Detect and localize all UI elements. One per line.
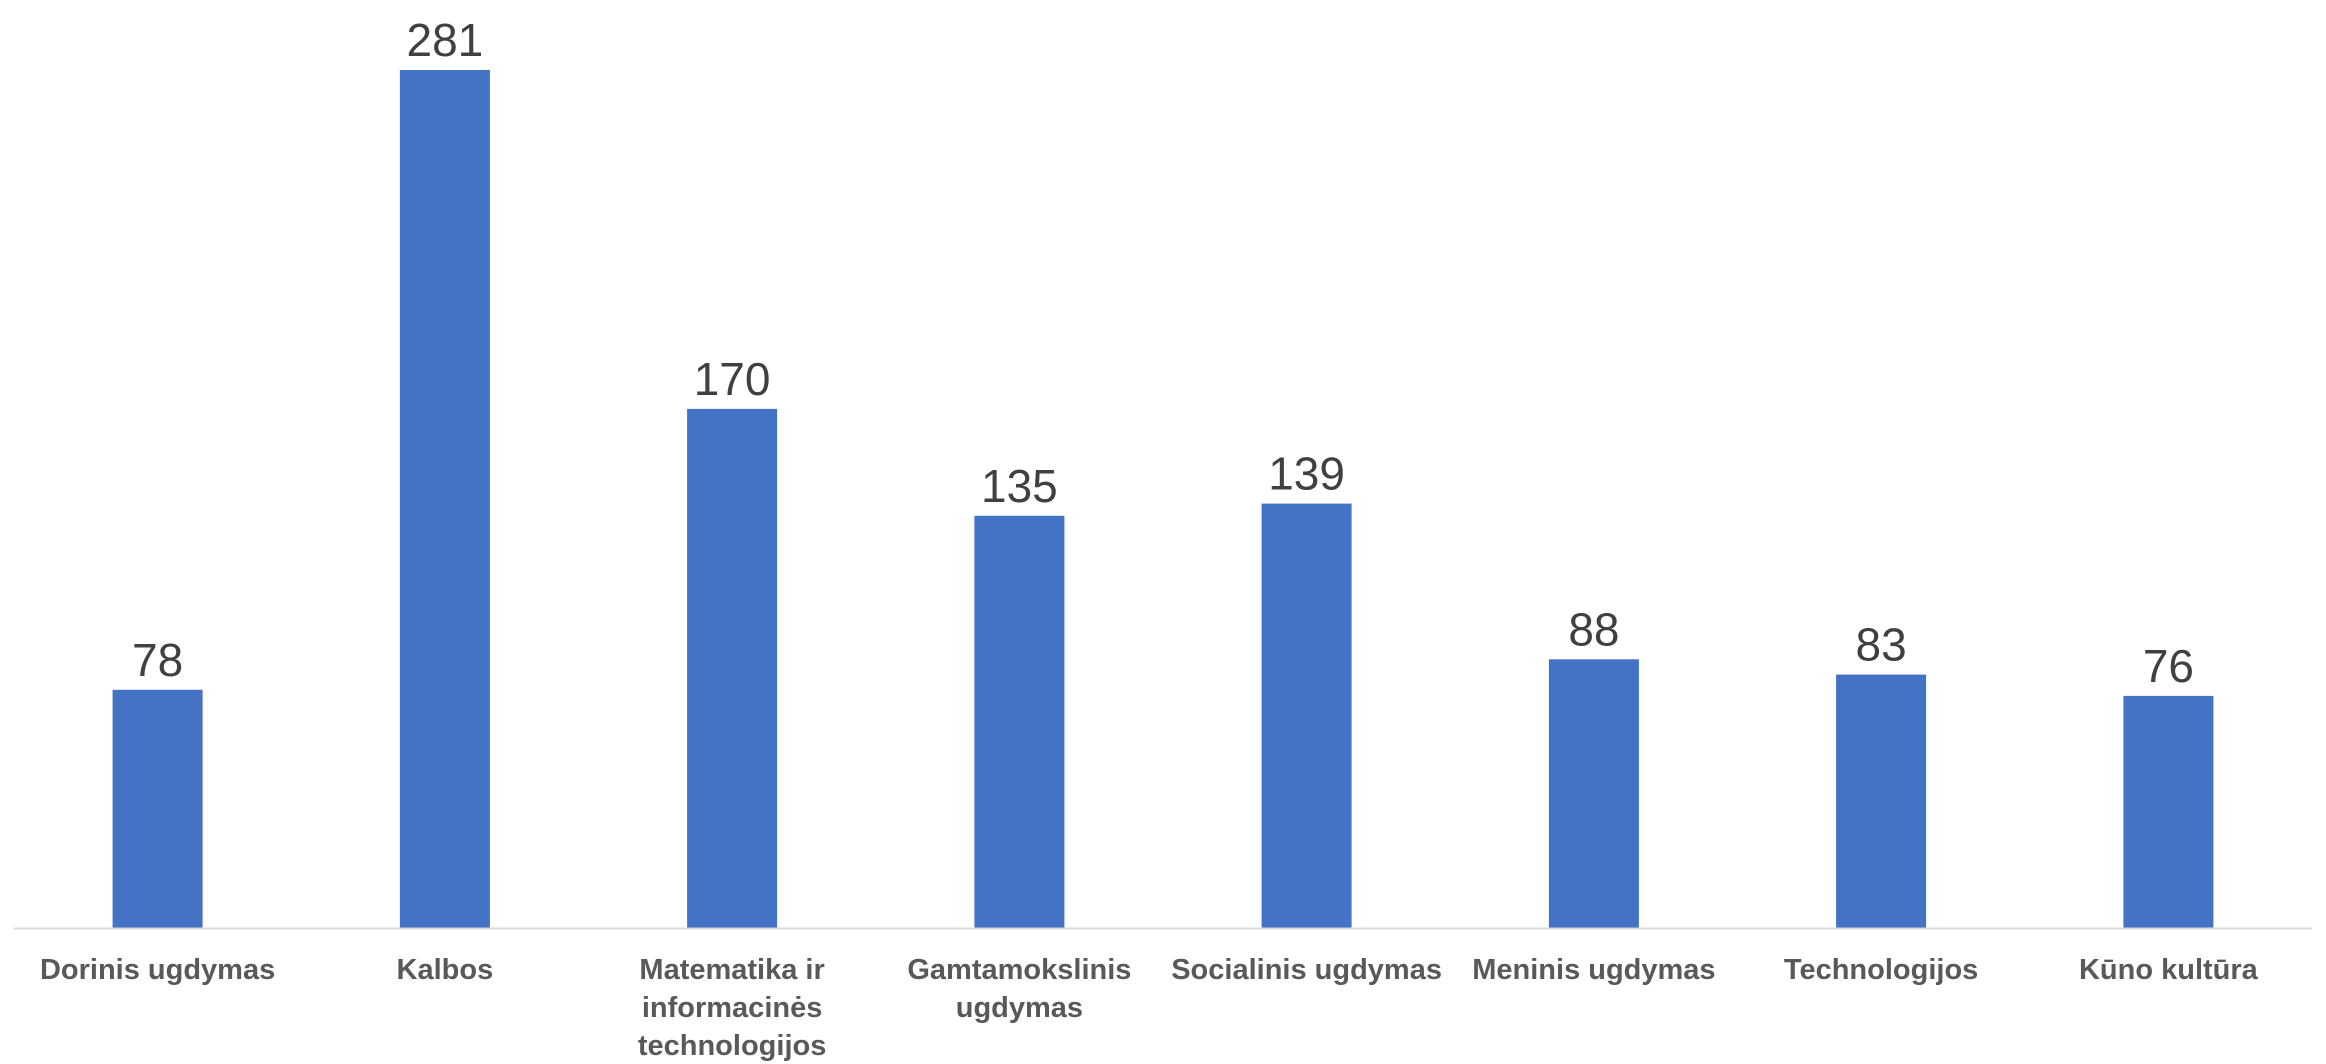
data-label-5: 88	[1568, 603, 1619, 655]
data-label-1: 281	[407, 14, 484, 66]
category-label-line: Dorinis ugdymas	[40, 954, 275, 986]
bar-0	[113, 690, 203, 928]
bar-7	[2123, 696, 2213, 928]
category-label-1: Kalbos	[397, 954, 494, 986]
category-label-4: Socialinis ugdymas	[1171, 954, 1442, 986]
category-label-line: Kalbos	[397, 954, 494, 986]
category-label-3: Gamtamokslinis ugdymas	[907, 954, 1131, 1024]
data-label-4: 139	[1268, 448, 1345, 500]
bar-6	[1836, 675, 1926, 928]
category-label-line: technologijos	[638, 1030, 827, 1062]
bar-1	[400, 70, 490, 928]
data-label-0: 78	[132, 634, 183, 686]
category-label-7: Kūno kultūra	[2079, 954, 2259, 986]
bars-group	[113, 70, 2214, 928]
category-label-line: ugdymas	[956, 992, 1083, 1024]
bar-5	[1549, 659, 1639, 928]
category-label-line: Socialinis ugdymas	[1171, 954, 1442, 986]
data-label-6: 83	[1856, 619, 1907, 671]
category-label-line: Matematika ir	[639, 954, 824, 986]
category-label-2: Matematika ir informacinės technologijos	[638, 954, 827, 1062]
bar-4	[1262, 504, 1352, 928]
bar-2	[687, 409, 777, 928]
category-labels-group: Dorinis ugdymas Kalbos Matematika ir inform…	[40, 954, 2259, 1062]
category-label-5: Meninis ugdymas	[1472, 954, 1715, 986]
bar-3	[974, 516, 1064, 928]
category-label-6: Technologijos	[1784, 954, 1978, 986]
category-label-0: Dorinis ugdymas	[40, 954, 275, 986]
category-label-line: Meninis ugdymas	[1472, 954, 1715, 986]
data-label-7: 76	[2143, 640, 2194, 692]
category-label-line: Kūno kultūra	[2079, 954, 2259, 986]
category-label-line: informacinės	[642, 992, 823, 1024]
category-label-line: Gamtamokslinis	[907, 954, 1131, 986]
category-label-line: Technologijos	[1784, 954, 1978, 986]
data-label-3: 135	[981, 460, 1058, 512]
data-label-2: 170	[694, 353, 771, 405]
